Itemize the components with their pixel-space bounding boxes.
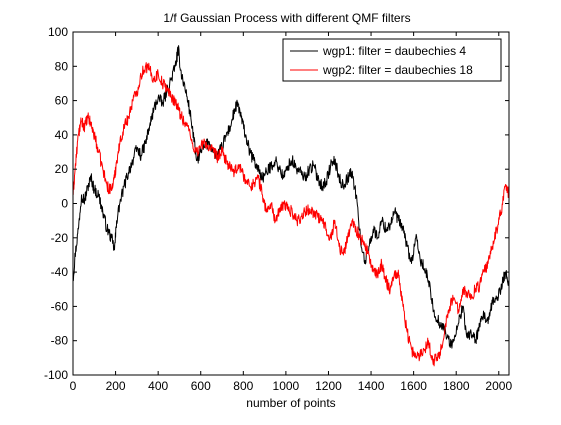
x-tick-label: 1200 — [315, 379, 342, 393]
x-tick-label: 2000 — [485, 379, 512, 393]
x-tick-label: 1600 — [400, 379, 427, 393]
y-tick-label: -80 — [51, 334, 69, 348]
x-tick-label: 0 — [70, 379, 77, 393]
y-tick-label: -20 — [51, 231, 69, 245]
y-axis: -100 -80 -60 -40 -20 0 20 40 60 80 100 — [44, 25, 509, 382]
x-tick-label: 800 — [233, 379, 253, 393]
y-tick-label: 80 — [55, 59, 69, 73]
x-axis: 0 200 400 600 800 1000 1200 1400 1600 1800 2000 — [70, 32, 512, 393]
x-tick-label: 600 — [191, 379, 211, 393]
y-tick-label: -60 — [51, 299, 69, 313]
legend-label-wgp2: wgp2: filter = daubechies 18 — [322, 63, 473, 77]
x-axis-label: number of points — [246, 396, 335, 410]
y-tick-label: -40 — [51, 265, 69, 279]
y-tick-label: 20 — [55, 162, 69, 176]
y-tick-label: 60 — [55, 94, 69, 108]
x-tick-label: 400 — [148, 379, 168, 393]
x-tick-label: 1800 — [443, 379, 470, 393]
legend: wgp1: filter = daubechies 4 wgp2: filter… — [282, 38, 502, 82]
x-tick-label: 1000 — [273, 379, 300, 393]
series-line-2 — [72, 62, 510, 367]
plot-area — [72, 45, 510, 367]
x-tick-label: 200 — [106, 379, 126, 393]
y-tick-label: 100 — [48, 25, 68, 39]
y-tick-label: -100 — [44, 368, 68, 382]
y-tick-label: 40 — [55, 128, 69, 142]
series-line-1 — [72, 45, 510, 349]
chart-title: 1/f Gaussian Process with different QMF … — [163, 11, 410, 25]
legend-label-wgp1: wgp1: filter = daubechies 4 — [322, 44, 466, 58]
x-tick-label: 1400 — [358, 379, 385, 393]
legend-box — [282, 38, 502, 82]
y-tick-label: 0 — [61, 197, 68, 211]
